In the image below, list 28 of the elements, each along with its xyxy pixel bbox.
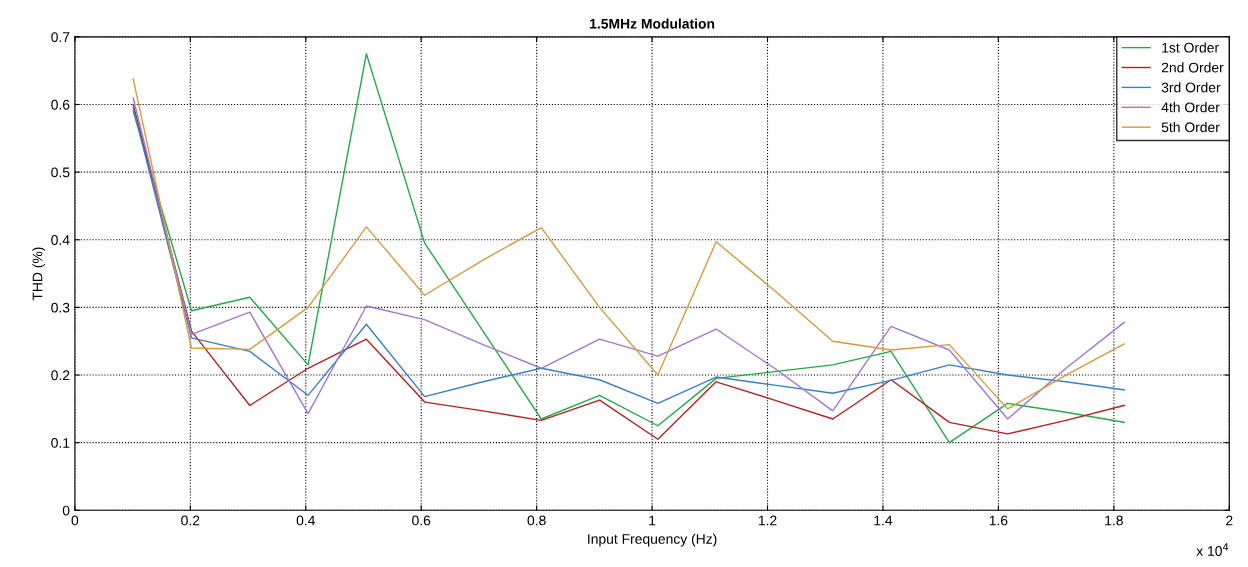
legend-label: 3rd Order <box>1161 82 1221 93</box>
x-tick-label: 0.8 <box>527 515 546 526</box>
y-tick-label: 0.6 <box>51 99 70 110</box>
text: x 10$^{4}$ <box>1196 543 1229 556</box>
y-tick-label: 0.1 <box>51 438 70 448</box>
legend-label: 5th Order <box>1161 121 1220 133</box>
legend-label: 4th Order <box>1161 102 1220 113</box>
x-axis-title: Input Frequency (Hz) <box>588 533 717 547</box>
y-tick-label: 0.7 <box>51 32 70 43</box>
y-tick-label: 0.3 <box>51 302 70 313</box>
y-axis-title: THD (%) <box>32 247 46 301</box>
x-tick-label: 1.6 <box>989 515 1008 526</box>
legend-label: 2nd Order <box>1161 62 1224 73</box>
x-tick-label: 0.6 <box>412 515 431 526</box>
y-tick-label: 0.5 <box>51 167 70 178</box>
x-tick-label: 0.4 <box>296 515 316 526</box>
y-tick-label: 0.4 <box>51 235 70 245</box>
x-tick-label: 1.8 <box>1105 515 1123 526</box>
x-tick-label: 0.2 <box>181 515 200 526</box>
x-tick-label: 1 <box>649 515 656 526</box>
y-tick-label: 0.2 <box>51 370 70 381</box>
x-tick-label: 1.2 <box>758 515 777 526</box>
y-tick-label: 0 <box>62 505 70 516</box>
x-tick-label: 1.4 <box>874 515 893 526</box>
x-tick-label: 0 <box>71 515 79 526</box>
legend-label: 1st Order <box>1162 42 1219 53</box>
chart-title: 1.5MHz Modulation <box>590 18 715 29</box>
x-tick-label: 2 <box>1226 515 1233 526</box>
